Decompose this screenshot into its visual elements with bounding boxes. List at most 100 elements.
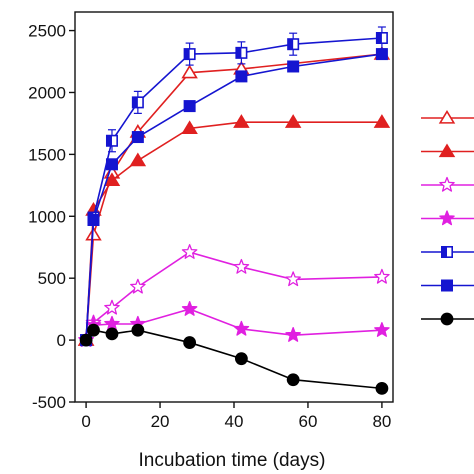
data-point (105, 158, 118, 171)
square-marker-half (236, 47, 242, 59)
square-marker (375, 48, 388, 61)
x-axis-title: Incubation time (days) (139, 450, 326, 471)
data-point (104, 299, 120, 315)
square-marker-half (441, 246, 447, 258)
data-point (131, 131, 144, 144)
legend-marker (440, 246, 453, 259)
data-point (181, 244, 198, 259)
square-marker-half (287, 38, 294, 50)
triangle-marker (438, 143, 456, 158)
legend-marker (438, 143, 456, 158)
series-5 (80, 26, 388, 347)
star-marker (181, 300, 198, 316)
x-tick-label: 80 (372, 412, 391, 431)
triangle-marker (233, 114, 250, 128)
star-marker (374, 268, 390, 284)
triangle-marker (85, 226, 102, 241)
series-1 (77, 46, 391, 346)
legend-entry-5 (421, 246, 474, 259)
triangle-marker (438, 109, 456, 124)
series-line (85, 308, 382, 341)
y-tick-label: -500 (32, 393, 66, 412)
square-marker-half (184, 48, 190, 60)
legend-entry-3 (421, 176, 474, 192)
series-line (85, 37, 382, 341)
legend-marker (439, 176, 455, 192)
data-point (105, 134, 118, 147)
triangle-marker (284, 114, 302, 128)
legend-marker (440, 279, 453, 292)
circle-marker (440, 312, 454, 326)
square-marker-half (132, 97, 138, 108)
data-point (285, 271, 301, 287)
circle-marker (79, 333, 93, 347)
circle-marker (375, 381, 389, 395)
star-marker (439, 176, 455, 192)
y-tick-label: 1500 (28, 145, 66, 164)
square-marker (105, 158, 118, 171)
circle-marker (234, 352, 248, 366)
data-point (285, 326, 301, 342)
x-tick-label: 0 (81, 412, 90, 431)
data-point (375, 48, 388, 61)
star-marker (181, 244, 198, 259)
star-marker (233, 258, 250, 274)
data-point (374, 322, 390, 337)
data-point (233, 258, 250, 274)
triangle-marker (373, 114, 391, 128)
data-point (105, 327, 119, 341)
data-point (233, 320, 250, 336)
square-marker (87, 214, 100, 227)
square-marker (131, 131, 144, 144)
series-line (85, 329, 382, 390)
data-point (286, 373, 300, 387)
star-marker (285, 326, 301, 342)
star-marker (104, 299, 120, 315)
series-4 (78, 300, 390, 347)
data-point (87, 323, 100, 337)
data-point (375, 31, 388, 44)
legend-marker (440, 312, 454, 326)
data-point (234, 352, 248, 366)
data-point (79, 333, 93, 347)
y-tick-label: 2500 (28, 22, 66, 41)
series-line (85, 53, 382, 341)
data-point (235, 46, 248, 59)
triangle-marker (129, 152, 147, 167)
x-tick-label: 20 (151, 412, 170, 431)
data-point (181, 120, 198, 135)
data-point (233, 114, 250, 128)
data-point (183, 100, 196, 113)
star-marker (104, 315, 120, 331)
square-marker (287, 60, 300, 73)
star-marker (374, 322, 390, 337)
y-tick-label: 500 (38, 269, 66, 288)
square-marker (440, 279, 453, 292)
data-point (87, 214, 100, 227)
circle-marker (131, 323, 145, 337)
square-marker (235, 70, 248, 83)
data-point (85, 226, 102, 241)
data-point (103, 172, 121, 187)
legend (421, 109, 474, 326)
data-point (183, 48, 196, 61)
legend-entry-7 (421, 312, 474, 326)
square-marker (183, 100, 196, 113)
legend-entry-4 (421, 210, 474, 226)
plot-frame (74, 11, 394, 403)
data-point (131, 96, 144, 109)
triangle-marker (181, 64, 198, 79)
series-line (85, 121, 382, 341)
legend-entry-6 (421, 279, 474, 292)
square-marker-half (106, 135, 112, 146)
data-point (235, 70, 248, 83)
legend-entry-1 (421, 109, 474, 124)
y-tick-label: 1000 (28, 207, 66, 226)
legend-entry-2 (421, 143, 474, 158)
triangle-marker (103, 172, 121, 187)
square-marker-half (376, 32, 382, 44)
x-tick-label: 40 (225, 412, 244, 431)
series-3 (78, 244, 390, 347)
circle-marker (87, 323, 100, 337)
